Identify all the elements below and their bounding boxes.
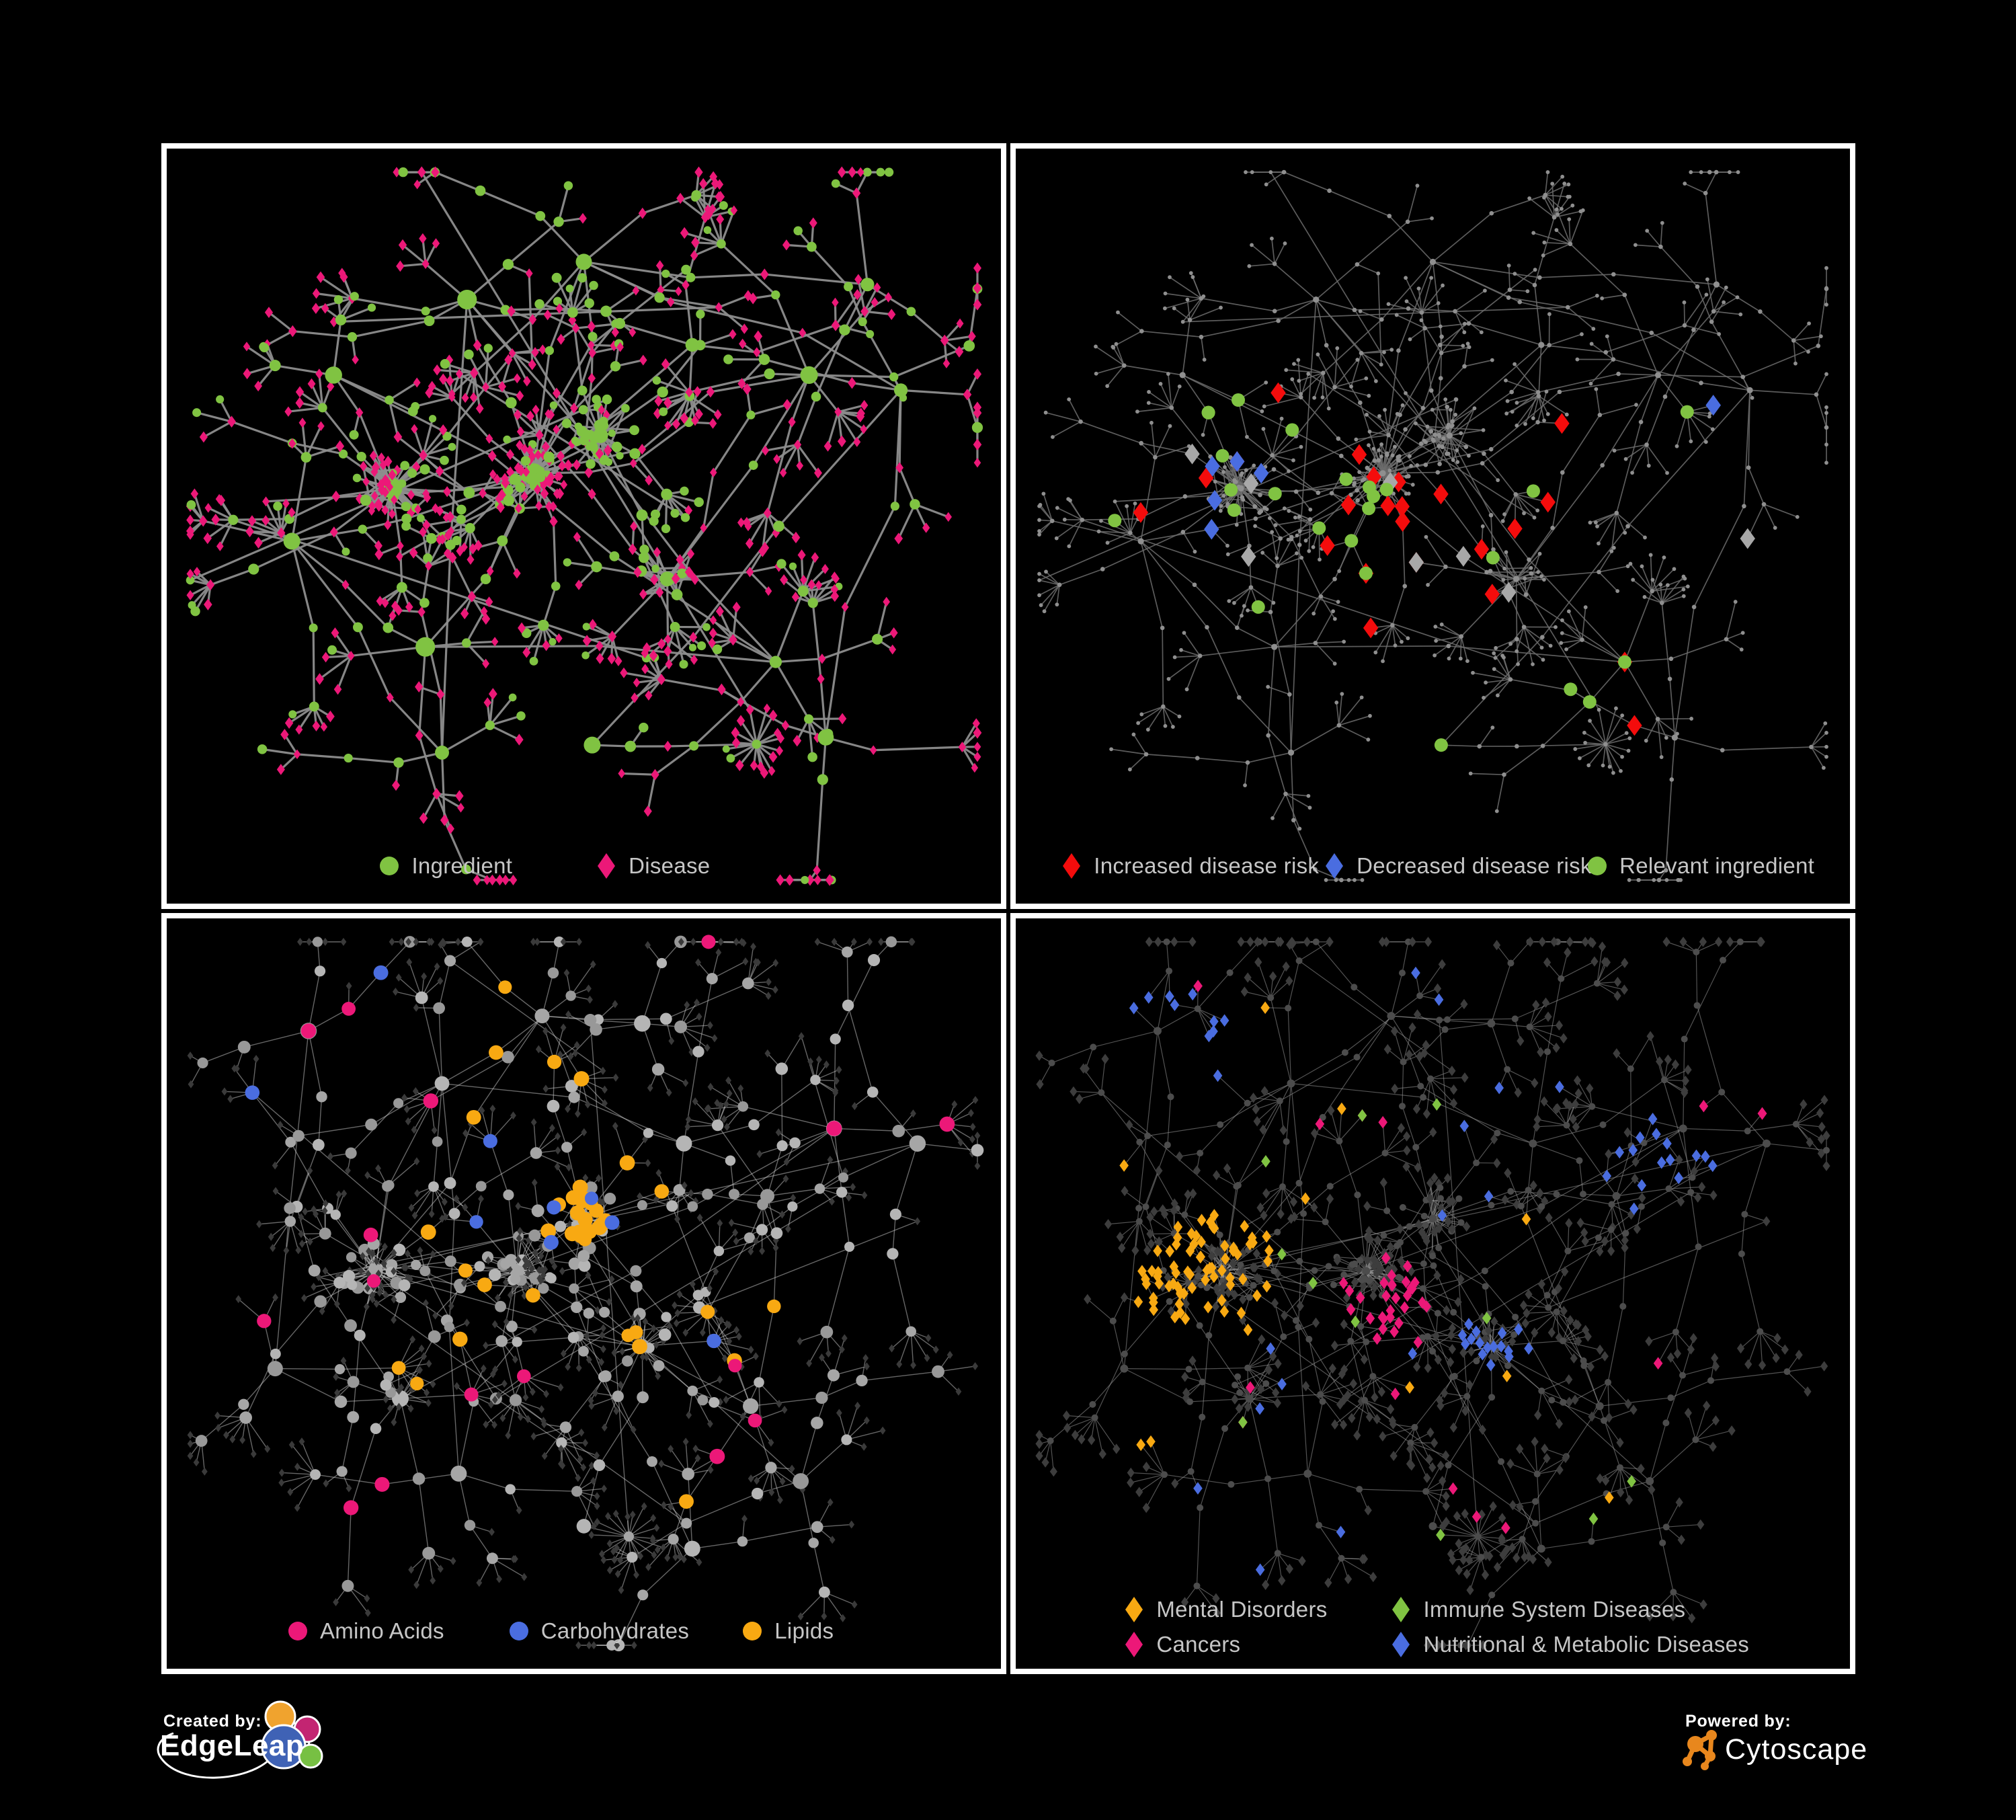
legend-item-disease-risk-1: Decreased disease risk: [1324, 853, 1592, 879]
panel-disease-classes-network: Mental Disorders Immune System Diseases Ca…: [1010, 913, 1855, 1674]
legend-item-ingredient-disease-0: Ingredient: [379, 853, 512, 879]
legend-label: Ingredient: [411, 853, 513, 878]
legend-label: Carbohydrates: [540, 1618, 690, 1643]
legend-item-nutrient-classes-1: Carbohydrates: [509, 1618, 689, 1645]
legend-item-disease-risk-0: Increased disease risk: [1061, 853, 1319, 879]
legend-item-disease-classes-3: Nutritional & Metabolic Diseases: [1391, 1631, 1749, 1658]
legend-item-ingredient-disease-1: Disease: [596, 853, 710, 879]
panel-nutrient-classes-network: Amino Acids Carbohydrates Lipids: [161, 913, 1006, 1674]
legend-diamond-swatch-icon: [1392, 1597, 1410, 1622]
legend-label: Amino Acids: [319, 1618, 444, 1643]
legend-diamond-swatch-icon: [1326, 853, 1344, 879]
legend-item-disease-risk-2: Relevant ingredient: [1587, 853, 1814, 879]
legend-circle-swatch-icon: [509, 1622, 528, 1640]
legend-circle-swatch-icon: [743, 1622, 762, 1640]
legend-diamond-swatch-icon: [1063, 853, 1081, 879]
legend-item-disease-classes-0: Mental Disorders: [1124, 1596, 1327, 1623]
legend-item-disease-classes-1: Immune System Diseases: [1391, 1596, 1685, 1623]
edgeleap-logo-icon: [157, 1700, 323, 1779]
legend-label: Lipids: [774, 1618, 834, 1643]
network-graph-nutrient-classes: [187, 935, 984, 1652]
legend-item-nutrient-classes-0: Amino Acids: [288, 1618, 444, 1645]
network-graph-ingredient-disease: [186, 166, 983, 886]
legend-circle-swatch-icon: [1588, 857, 1607, 875]
legend-label: Mental Disorders: [1156, 1597, 1328, 1622]
legend-label: Nutritional & Metabolic Diseases: [1423, 1632, 1750, 1657]
panel-disease-risk-network: Increased disease risk Decreased disease …: [1010, 143, 1855, 909]
legend-diamond-swatch-icon: [1125, 1632, 1143, 1657]
panel-ingredient-disease-network: Ingredient Disease: [161, 143, 1006, 909]
cytoscape-logo-icon: [1683, 1730, 1717, 1770]
legend-item-disease-classes-2: Cancers: [1124, 1631, 1240, 1658]
legend-circle-swatch-icon: [288, 1622, 307, 1640]
legend-label: Increased disease risk: [1094, 853, 1320, 878]
network-graph-disease-classes: [1035, 937, 1830, 1651]
legend-diamond-swatch-icon: [1392, 1632, 1410, 1657]
network-graph-disease-risk: [1037, 169, 1829, 883]
legend-item-nutrient-classes-2: Lipids: [742, 1618, 834, 1645]
legend-label: Decreased disease risk: [1357, 853, 1592, 878]
edgeleap-wordmark: EdgeLeap: [160, 1729, 305, 1762]
legend-diamond-swatch-icon: [1125, 1597, 1143, 1622]
legend-label: Cancers: [1156, 1632, 1241, 1657]
created-by-label: Created by:: [163, 1712, 262, 1731]
legend-diamond-swatch-icon: [598, 853, 616, 879]
legend-label: Disease: [629, 853, 711, 878]
legend-circle-swatch-icon: [380, 857, 399, 875]
legend-label: Immune System Diseases: [1423, 1597, 1686, 1622]
legend-label: Relevant ingredient: [1619, 853, 1815, 878]
cytoscape-wordmark: Cytoscape: [1725, 1733, 1868, 1766]
powered-by-label: Powered by:: [1685, 1712, 1791, 1731]
